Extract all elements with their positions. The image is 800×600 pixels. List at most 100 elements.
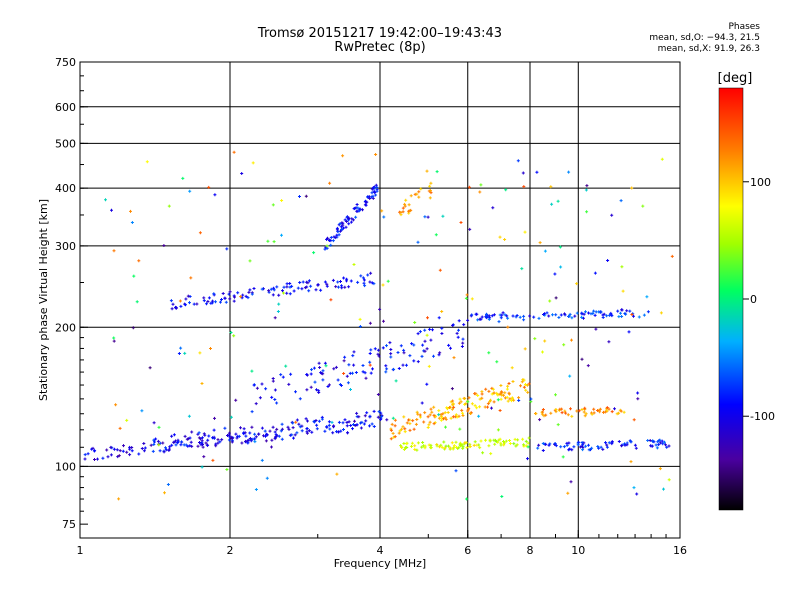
echo-point: [470, 297, 474, 301]
echo-point: [462, 323, 466, 327]
echo-point: [450, 441, 454, 445]
echo-point: [125, 418, 129, 422]
echo-point: [413, 321, 417, 324]
echo-point: [355, 423, 359, 427]
echo-point: [520, 380, 524, 384]
echo-point: [188, 436, 192, 440]
echo-point: [619, 199, 623, 203]
echo-point: [432, 413, 436, 417]
echo-point: [131, 326, 135, 330]
echo-point: [484, 387, 488, 391]
echo-point: [630, 186, 634, 190]
y-tick-label: 75: [62, 518, 76, 531]
echo-point: [329, 298, 333, 302]
echo-point: [425, 169, 429, 173]
echo-point: [315, 423, 319, 427]
echo-point: [179, 346, 183, 350]
echo-point: [220, 438, 224, 442]
echo-point: [184, 297, 188, 301]
echo-point: [526, 390, 530, 394]
echo-point: [580, 315, 584, 319]
echo-point: [277, 302, 281, 306]
echo-point: [339, 384, 343, 387]
echo-point: [357, 415, 361, 419]
y-tick-label: 600: [55, 101, 76, 114]
echo-point: [285, 285, 289, 289]
echo-point: [578, 445, 582, 449]
echo-point: [190, 430, 194, 434]
echo-point: [106, 455, 110, 459]
echo-point: [472, 443, 476, 447]
echo-point: [397, 367, 401, 370]
echo-point: [490, 392, 494, 396]
echo-point: [189, 440, 193, 444]
echo-point: [369, 348, 373, 352]
echo-point: [451, 399, 455, 403]
echo-point: [634, 446, 638, 450]
echo-point: [407, 203, 411, 207]
echo-point: [329, 243, 333, 247]
echo-point: [506, 325, 510, 329]
echo-point: [253, 432, 257, 436]
echo-point: [610, 314, 614, 318]
echo-point: [372, 409, 376, 413]
echo-point: [429, 407, 433, 411]
echo-point: [468, 442, 472, 446]
echo-point: [200, 436, 204, 440]
echo-point: [331, 431, 335, 435]
echo-point: [271, 379, 275, 383]
echo-point: [370, 191, 374, 195]
echo-point: [365, 200, 369, 204]
echo-point: [349, 424, 353, 427]
colorbar: [718, 87, 744, 511]
echo-point: [347, 222, 351, 226]
echo-point: [620, 315, 624, 318]
echo-point: [195, 302, 199, 306]
echo-point: [198, 441, 201, 444]
echo-point: [617, 440, 621, 443]
echo-point: [526, 457, 529, 461]
echo-point: [619, 311, 622, 315]
echo-point: [273, 388, 277, 392]
echo-point: [617, 315, 621, 319]
echo-point: [540, 412, 544, 416]
echo-point: [499, 316, 503, 320]
echo-point: [457, 401, 461, 405]
echo-point: [378, 307, 382, 311]
echo-point: [344, 225, 348, 229]
echo-point: [440, 326, 444, 330]
echo-point: [227, 292, 231, 296]
echo-point: [225, 247, 229, 251]
echo-point: [448, 446, 452, 450]
echo-point: [620, 265, 624, 269]
echo-point: [420, 445, 424, 449]
echo-point: [303, 286, 307, 290]
echo-point: [280, 199, 284, 202]
echo-point: [388, 341, 392, 345]
echo-point: [518, 315, 522, 319]
grid-lines: [80, 62, 680, 538]
echo-point: [610, 440, 614, 444]
echo-point: [488, 400, 492, 404]
echo-point: [459, 221, 463, 224]
echo-point: [467, 396, 471, 400]
echo-point: [224, 300, 228, 304]
echo-point: [599, 310, 603, 314]
echo-point: [186, 294, 190, 298]
echo-point: [463, 441, 467, 445]
echo-point: [380, 415, 384, 419]
echo-point: [366, 273, 370, 277]
echo-point: [512, 442, 516, 446]
echo-point: [427, 364, 431, 368]
echo-point: [545, 311, 549, 315]
echo-point: [508, 442, 512, 445]
echo-point: [207, 434, 211, 438]
echo-point: [393, 435, 397, 439]
echo-point: [337, 285, 340, 289]
echo-point: [213, 193, 217, 197]
echo-point: [345, 220, 349, 223]
echo-point: [580, 357, 584, 361]
echo-point: [538, 418, 542, 422]
echo-point: [431, 328, 434, 332]
echo-point: [363, 371, 367, 375]
